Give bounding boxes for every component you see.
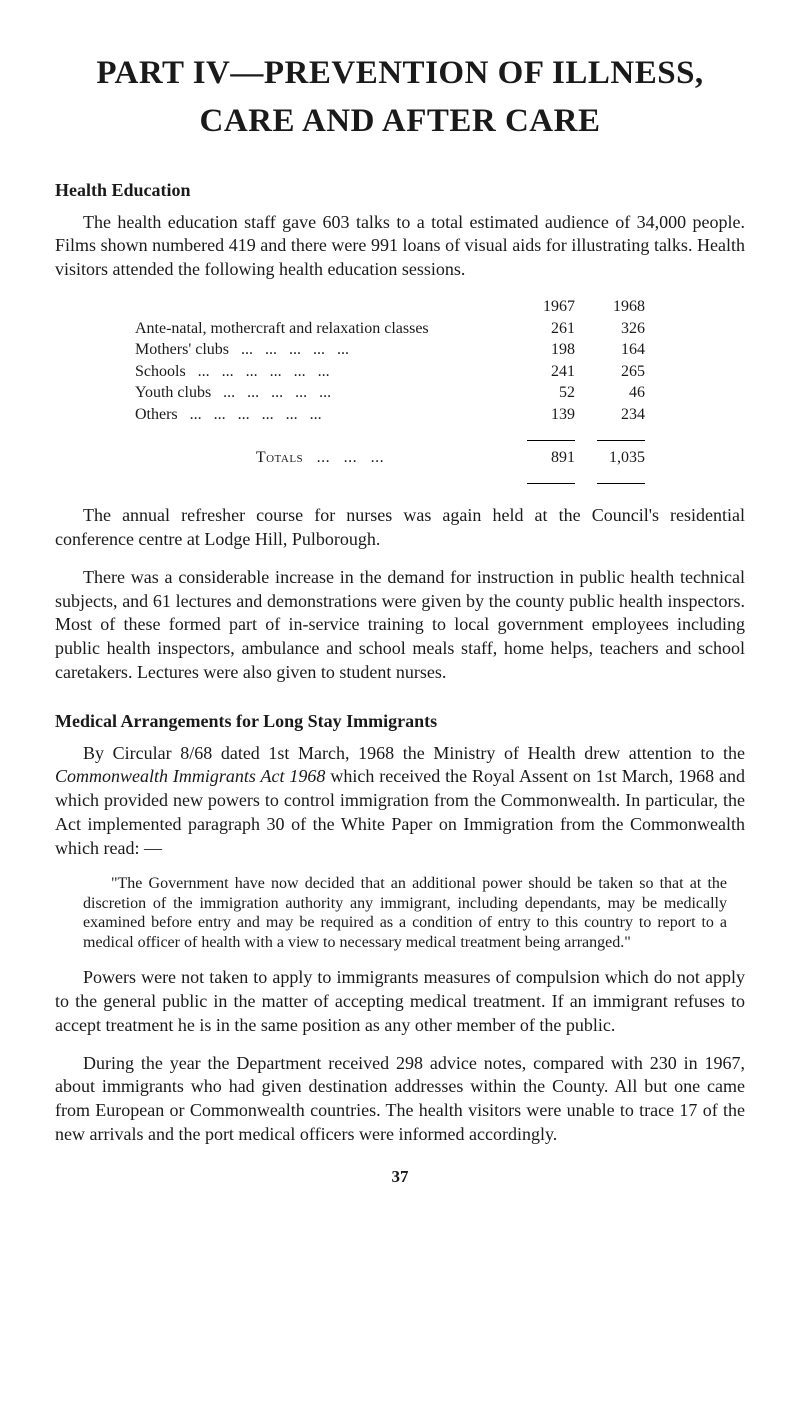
section-heading-health-education: Health Education bbox=[55, 180, 745, 201]
table-header-blank bbox=[135, 296, 505, 318]
document-page: PART IV—PREVENTION OF ILLNESS, CARE AND … bbox=[0, 0, 800, 1217]
leader-dots bbox=[186, 363, 330, 380]
table-cell: 261 bbox=[505, 318, 575, 340]
table-cell: 326 bbox=[575, 318, 645, 340]
paragraph: The health education staff gave 603 talk… bbox=[55, 211, 745, 282]
table-rule bbox=[505, 469, 745, 491]
table-totals-row: Totals 891 1,035 bbox=[135, 447, 745, 469]
leader-dots bbox=[211, 384, 331, 401]
table-row: Others 139 234 bbox=[135, 404, 745, 426]
table-cell: 139 bbox=[505, 404, 575, 426]
leader-dots bbox=[178, 406, 322, 423]
table-row: Youth clubs 52 46 bbox=[135, 382, 745, 404]
page-number: 37 bbox=[55, 1167, 745, 1187]
paragraph: By Circular 8/68 dated 1st March, 1968 t… bbox=[55, 742, 745, 861]
table-rule bbox=[505, 426, 745, 448]
text-span: By Circular 8/68 dated 1st March, 1968 t… bbox=[83, 743, 745, 763]
leader-dots bbox=[303, 449, 384, 466]
table-cell: 241 bbox=[505, 361, 575, 383]
table-header-row: 1967 1968 bbox=[135, 296, 745, 318]
table-row-label: Schools bbox=[135, 361, 505, 383]
block-quote: "The Government have now decided that an… bbox=[55, 874, 745, 952]
table-row-label: Mothers' clubs bbox=[135, 339, 505, 361]
paragraph: There was a considerable increase in the… bbox=[55, 566, 745, 685]
table-row: Ante-natal, mothercraft and relaxation c… bbox=[135, 318, 745, 340]
leader-dots bbox=[229, 341, 349, 358]
paragraph: During the year the Department received … bbox=[55, 1052, 745, 1147]
table-header-year1: 1967 bbox=[505, 296, 575, 318]
section-heading-medical-arrangements: Medical Arrangements for Long Stay Immig… bbox=[55, 711, 745, 732]
table-row: Mothers' clubs 198 164 bbox=[135, 339, 745, 361]
table-totals-label: Totals bbox=[135, 447, 505, 469]
table-row-label: Ante-natal, mothercraft and relaxation c… bbox=[135, 318, 505, 340]
italic-citation: Commonwealth Immigrants Act 1968 bbox=[55, 766, 325, 786]
table-total-cell: 891 bbox=[505, 447, 575, 469]
table-total-cell: 1,035 bbox=[575, 447, 645, 469]
table-cell: 234 bbox=[575, 404, 645, 426]
paragraph: Powers were not taken to apply to immigr… bbox=[55, 966, 745, 1037]
table-cell: 265 bbox=[575, 361, 645, 383]
table-row: Schools 241 265 bbox=[135, 361, 745, 383]
table-header-year2: 1968 bbox=[575, 296, 645, 318]
paragraph: The annual refresher course for nurses w… bbox=[55, 504, 745, 552]
page-title: PART IV—PREVENTION OF ILLNESS, CARE AND … bbox=[55, 50, 745, 146]
table-cell: 164 bbox=[575, 339, 645, 361]
table-cell: 52 bbox=[505, 382, 575, 404]
table-row-label: Others bbox=[135, 404, 505, 426]
table-cell: 198 bbox=[505, 339, 575, 361]
table-row-label: Youth clubs bbox=[135, 382, 505, 404]
sessions-table: 1967 1968 Ante-natal, mothercraft and re… bbox=[135, 296, 745, 490]
table-cell: 46 bbox=[575, 382, 645, 404]
